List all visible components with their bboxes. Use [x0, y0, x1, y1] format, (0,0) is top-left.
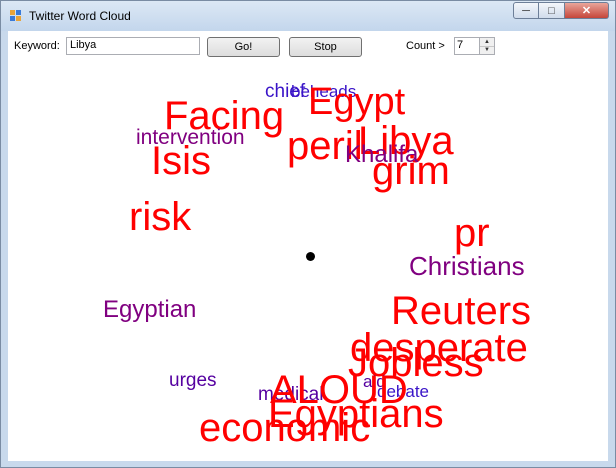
cloud-word: urges [169, 370, 217, 391]
count-stepper[interactable]: ▲ ▼ [480, 37, 495, 55]
cloud-word: Christians [409, 251, 525, 281]
go-button[interactable]: Go! [207, 37, 280, 57]
keyword-label: Keyword: [14, 40, 60, 52]
cloud-word: ALOUD [270, 368, 408, 412]
cloud-word: beheads [291, 82, 357, 101]
cloud-word: Khalifa [345, 141, 419, 168]
cloud-word: risk [129, 195, 192, 239]
client-area: Keyword: Libya Go! Stop Count > 7 ▲ ▼ ch… [8, 31, 608, 461]
cloud-word: Egypt [308, 81, 406, 123]
cloud-word: Jobless [348, 341, 484, 385]
cloud-word: Isis [151, 139, 211, 183]
cloud-word: Facing [164, 94, 285, 138]
cloud-word: Egyptian [103, 296, 197, 323]
count-label: Count > [406, 40, 445, 52]
close-icon: ✕ [581, 5, 592, 17]
minimize-button[interactable]: ─ [513, 2, 539, 19]
cloud-word: intervention [136, 126, 245, 149]
stop-button[interactable]: Stop [289, 37, 362, 57]
cloud-word: pr [454, 211, 490, 255]
cloud-word: desperate [350, 326, 528, 370]
minimize-icon: ─ [522, 4, 530, 17]
spin-up-icon[interactable]: ▲ [480, 38, 494, 47]
window-controls: ─ □ ✕ [513, 2, 609, 21]
close-button[interactable]: ✕ [565, 2, 609, 19]
app-icon [10, 10, 22, 22]
keyword-input[interactable]: Libya [66, 37, 200, 55]
cloud-word: Reuters [391, 289, 532, 333]
cloud-word: Libya [358, 119, 454, 163]
cloud-word: Egyptians [268, 392, 444, 436]
cloud-center-dot [306, 252, 315, 261]
cloud-word: aid [363, 372, 386, 391]
cloud-word: medical [258, 384, 324, 405]
maximize-icon: □ [548, 4, 555, 17]
cloud-word: chief [265, 81, 306, 102]
count-input[interactable]: 7 [454, 37, 480, 55]
window-title: Twitter Word Cloud [29, 9, 131, 23]
cloud-word: peril [287, 124, 363, 168]
cloud-word: debate [377, 382, 429, 401]
cloud-word: grim [372, 149, 450, 193]
maximize-button[interactable]: □ [539, 2, 565, 19]
cloud-word: economic [199, 406, 371, 450]
title-bar[interactable]: Twitter Word Cloud ─ □ ✕ [1, 1, 615, 31]
word-cloud: chief beheads Egypt Facing intervention … [8, 31, 608, 461]
spin-down-icon[interactable]: ▼ [484, 47, 490, 53]
